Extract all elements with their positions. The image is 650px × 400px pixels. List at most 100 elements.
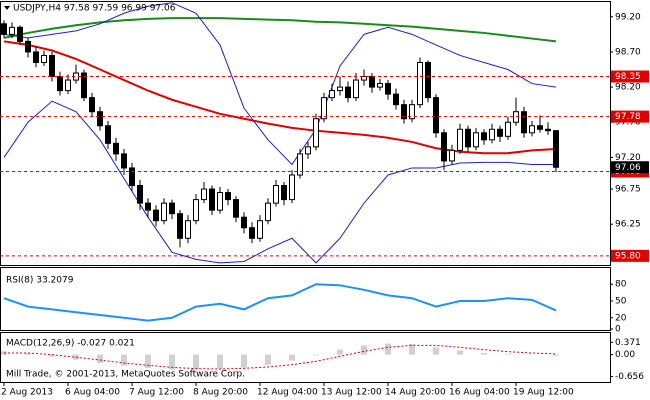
candle-body	[537, 125, 543, 130]
x-tick-label: 7 Aug 12:00	[129, 388, 184, 398]
y-tick-label: 96.75	[615, 185, 641, 195]
candle-body	[321, 97, 327, 120]
indicator-line	[3, 40, 557, 155]
y-tick-label: 96.25	[615, 220, 641, 230]
candle-body	[57, 76, 63, 92]
candle-body	[153, 209, 159, 222]
y-tick-label: 97.20	[615, 153, 641, 163]
macd-panel-frame	[0, 332, 611, 383]
candle-body	[369, 76, 375, 88]
candle-body	[305, 146, 311, 155]
candle-body	[177, 213, 183, 239]
candle-body	[449, 149, 455, 162]
candle-body	[385, 83, 391, 95]
menu-triangle	[4, 6, 10, 10]
y-tick-label: -0.656	[615, 372, 644, 382]
candle-body	[529, 125, 535, 134]
candle-body	[473, 132, 479, 148]
candle-body	[257, 220, 263, 239]
candle-body	[497, 128, 503, 137]
candle-body	[233, 199, 239, 218]
candle-body	[161, 202, 167, 222]
candle-body	[401, 104, 407, 120]
candle-body	[465, 128, 471, 148]
indicator-line	[3, 100, 556, 264]
candle-body	[169, 202, 175, 215]
candle-body	[521, 111, 527, 134]
candle-body	[97, 111, 103, 127]
indicator-line	[3, 2, 557, 166]
candle-body	[377, 83, 383, 88]
level-label-box	[611, 249, 649, 262]
level-label: 98.35	[615, 72, 641, 82]
x-tick-label: 6 Aug 04:00	[65, 388, 120, 398]
candle-body	[49, 54, 55, 78]
level-label-box	[611, 70, 649, 83]
candle-body	[217, 192, 223, 211]
candle-body	[17, 26, 23, 42]
candle-body	[393, 93, 399, 106]
copyright: Mill Trade, © 2001-2013, MetaQuotes Soft…	[6, 370, 245, 380]
candle-body	[417, 61, 423, 106]
y-tick-label: 50	[615, 297, 627, 307]
plot-area	[3, 283, 557, 322]
x-tick-label: 8 Aug 20:00	[193, 388, 248, 398]
candle-body	[481, 132, 487, 141]
rsi-panel-frame	[0, 267, 611, 331]
y-tick-label: 0.00	[615, 350, 635, 360]
candle-body	[185, 220, 191, 239]
candle-body	[25, 40, 31, 53]
candle-body	[313, 118, 319, 148]
candle-body	[225, 192, 231, 201]
candle-body	[329, 90, 335, 99]
plot-area	[1, 343, 559, 370]
y-tick-label: 80	[615, 280, 627, 290]
level-label: 97.78	[615, 112, 641, 122]
x-tick-label: 2 Aug 2013	[1, 388, 53, 398]
candle-body	[281, 185, 287, 201]
panel-title: MACD(12,26,9) -0.027 0.021	[6, 339, 135, 349]
y-tick-label: 97.70	[615, 118, 641, 128]
candle-body	[113, 142, 119, 155]
candle-body	[105, 125, 111, 144]
x-tick-label: 19 Aug 12:00	[513, 388, 574, 398]
candle-body	[353, 79, 359, 99]
candle-body	[201, 188, 207, 201]
y-tick-label: 20	[615, 313, 627, 323]
y-tick-label: 98.20	[615, 83, 641, 93]
candle-body	[65, 79, 71, 92]
candle-body	[41, 54, 47, 63]
signal-line	[4, 344, 557, 370]
candle-body	[193, 199, 199, 222]
candle-body	[409, 104, 415, 120]
candle-body	[553, 130, 559, 168]
panel-title: USDJPY,H4 97.58 97.59 96.99 97.06	[13, 4, 176, 14]
indicator-line	[3, 283, 557, 322]
x-tick-label: 13 Aug 12:00	[321, 388, 382, 398]
candle-body	[137, 185, 143, 204]
candle-body	[337, 86, 343, 92]
candle-body	[545, 128, 551, 132]
candle-body	[297, 153, 303, 176]
candle-body	[241, 216, 247, 229]
candle-body	[425, 61, 431, 99]
candle-body	[145, 202, 151, 211]
candle-body	[265, 202, 271, 222]
candle-body	[433, 97, 439, 134]
indicator-line	[3, 17, 557, 43]
candle-body	[9, 26, 15, 35]
main-panel-frame	[0, 1, 611, 266]
plot-area	[1, 2, 559, 264]
candle-body	[1, 23, 7, 35]
candle-body	[441, 132, 447, 162]
price-label-box	[611, 161, 649, 174]
candle-body	[361, 76, 367, 81]
y-tick-label: 99.20	[615, 12, 641, 22]
x-tick-label: 16 Aug 04:00	[449, 388, 510, 398]
candle-body	[273, 185, 279, 204]
y-tick-label: 98.70	[615, 47, 641, 57]
candle-body	[209, 188, 215, 211]
candle-body	[289, 174, 295, 201]
y-tick-label: 0	[615, 325, 621, 335]
